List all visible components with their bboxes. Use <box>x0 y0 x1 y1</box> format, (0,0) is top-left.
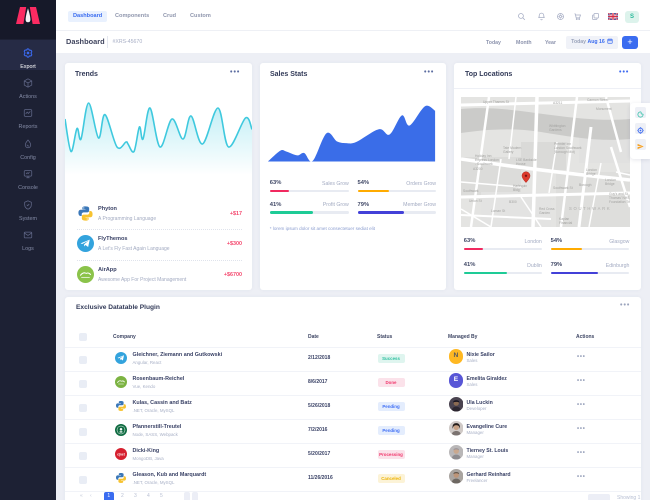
svg-text:Harlequin: Harlequin <box>513 184 527 188</box>
svg-text:Monument: Monument <box>596 107 612 111</box>
svg-text:(Borough Mkt): (Borough Mkt) <box>554 150 575 154</box>
svg-text:Southwark: Southwark <box>463 189 479 193</box>
svg-text:Loman St: Loman St <box>491 209 505 213</box>
svg-text:Garden: Garden <box>539 211 550 215</box>
svg-text:Southwark St: Southwark St <box>553 186 573 190</box>
svg-text:House: House <box>516 162 526 166</box>
svg-text:A3211: A3211 <box>553 101 562 105</box>
svg-text:Financial: Financial <box>559 221 572 225</box>
svg-text:- Southwark: - Southwark <box>475 162 493 166</box>
svg-text:Tate Modern: Tate Modern <box>503 146 521 150</box>
svg-text:A3200: A3200 <box>473 167 483 171</box>
svg-text:Bldg: Bldg <box>513 188 520 192</box>
svg-text:Gallery: Gallery <box>503 150 514 154</box>
svg-text:Red Cross: Red Cross <box>539 207 555 211</box>
svg-text:SOUTHWARK: SOUTHWARK <box>569 206 611 211</box>
svg-text:London Southwark: London Southwark <box>554 146 582 150</box>
svg-text:Premier Inn: Premier Inn <box>554 142 571 146</box>
svg-text:London: London <box>586 168 597 172</box>
svg-text:LSE Bankside: LSE Bankside <box>516 158 537 162</box>
svg-text:London: London <box>605 178 616 182</box>
svg-text:Express London: Express London <box>475 158 499 162</box>
svg-text:Guy's and St: Guy's and St <box>609 192 628 196</box>
svg-text:Kaplan: Kaplan <box>559 217 569 221</box>
svg-text:Gardens: Gardens <box>549 128 562 132</box>
svg-text:Bridge: Bridge <box>586 172 596 176</box>
svg-text:Bridge: Bridge <box>605 182 615 186</box>
svg-text:Holiday Inn: Holiday Inn <box>475 154 492 158</box>
svg-text:Foundation Tru: Foundation Tru <box>609 200 630 204</box>
svg-text:B300: B300 <box>509 200 517 204</box>
svg-text:Upper Thames St: Upper Thames St <box>483 100 509 104</box>
svg-text:Whittington: Whittington <box>549 124 566 128</box>
svg-text:c|net: c|net <box>117 452 126 456</box>
svg-text:Borough: Borough <box>579 183 592 187</box>
svg-text:Cannon Street: Cannon Street <box>587 98 608 102</box>
svg-text:Union St: Union St <box>469 199 482 203</box>
svg-text:Thomas' NHS: Thomas' NHS <box>609 196 630 200</box>
